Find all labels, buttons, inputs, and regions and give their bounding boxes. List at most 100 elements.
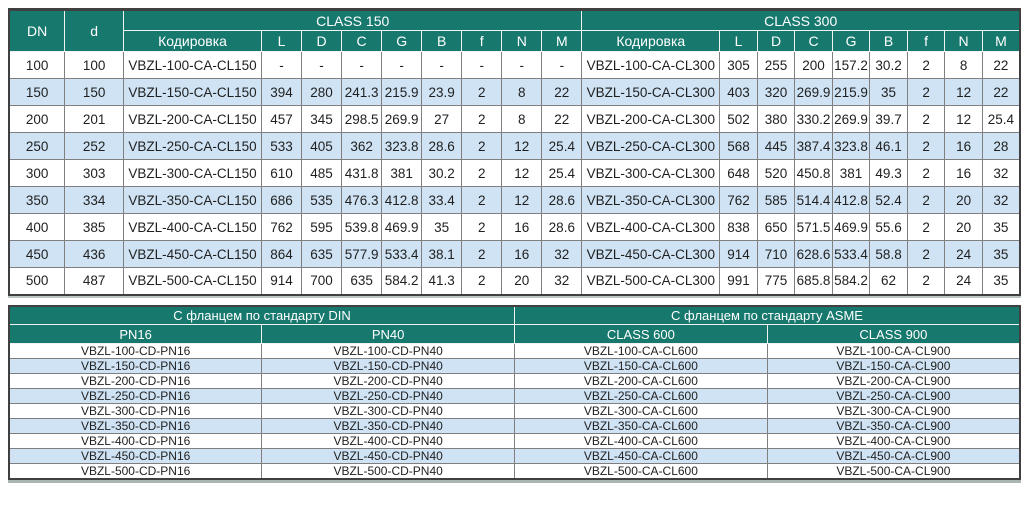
dim-value-cell: 469.9 (831, 213, 871, 241)
code-cell-cl300: VBZL-500-CA-CL300 (581, 267, 721, 295)
dim-value-cell: 35 (869, 78, 908, 106)
code-cell-cl150: VBZL-250-CA-CL150 (123, 132, 262, 160)
dim-value-cell: 330.2 (794, 105, 833, 133)
dim-value-cell: 535 (301, 186, 343, 214)
dim-value-cell: 305 (719, 51, 758, 79)
table-row: VBZL-450-CD-PN16 VBZL-450-CD-PN40 VBZL-450… (8, 448, 1021, 464)
group-header-row: DN d CLASS 150 CLASS 300 (8, 9, 1021, 52)
dim-value-cell: 298.5 (341, 105, 383, 133)
dim-value-cell: 648 (719, 159, 758, 187)
flange-code-cell: VBZL-300-CA-CL900 (766, 403, 1021, 419)
dim-value-cell: 710 (756, 240, 796, 268)
d-cell: 303 (64, 159, 125, 187)
dn-column-header: DN (8, 9, 66, 52)
d-cell: 334 (64, 186, 125, 214)
dim-value-cell: 20 (501, 267, 543, 295)
coding-column-header: Кодировка (123, 30, 262, 52)
flange-code-cell: VBZL-250-CA-CL900 (766, 388, 1021, 404)
dim-value-cell: 2 (461, 159, 503, 187)
table-row: VBZL-200-CD-PN16 VBZL-200-CD-PN40 VBZL-200… (8, 373, 1021, 389)
dim-value-cell: 584.2 (381, 267, 423, 295)
dim-value-cell: - (421, 51, 463, 79)
dim-value-cell: 35 (421, 213, 463, 241)
flange-code-cell: VBZL-450-CD-PN40 (261, 448, 515, 464)
dim-value-cell: 30.2 (869, 51, 908, 79)
dim-value-cell: 838 (719, 213, 758, 241)
d-cell: 252 (64, 132, 125, 160)
dim-value-cell: 635 (341, 267, 383, 295)
d-column-header: d (64, 9, 125, 52)
dim-column-header-n: N (944, 30, 983, 52)
dim-value-cell: 320 (756, 78, 796, 106)
code-cell-cl150: VBZL-350-CA-CL150 (123, 186, 262, 214)
dim-value-cell: 864 (260, 240, 303, 268)
dim-value-cell: 22 (981, 78, 1021, 106)
flange-code-cell: VBZL-100-CA-CL900 (766, 343, 1021, 359)
dim-value-cell: 25.4 (541, 159, 583, 187)
dim-value-cell: 2 (461, 78, 503, 106)
code-cell-cl150: VBZL-400-CA-CL150 (123, 213, 262, 241)
d-cell: 150 (64, 78, 125, 106)
code-cell-cl300: VBZL-350-CA-CL300 (581, 186, 721, 214)
table-row: 100 100 VBZL-100-CA-CL150- - - - - - - - VBZL-100-… (8, 51, 1021, 79)
dim-column-header-f: f (906, 30, 946, 52)
dim-value-cell: 28.6 (541, 186, 583, 214)
table-row: VBZL-150-CD-PN16 VBZL-150-CD-PN40 VBZL-150… (8, 358, 1021, 374)
table-row: VBZL-250-CD-PN16 VBZL-250-CD-PN40 VBZL-250… (8, 388, 1021, 404)
dim-value-cell: - (260, 51, 303, 79)
class150-group-header: CLASS 150 (123, 9, 583, 31)
table-row: 250 252 VBZL-250-CA-CL150 533 405 362 323.8 28.… (8, 132, 1021, 160)
dim-value-cell: 775 (756, 267, 796, 295)
dim-value-cell: 28 (981, 132, 1021, 160)
dim-value-cell: 2 (906, 51, 946, 79)
flange-code-cell: VBZL-250-CA-CL600 (514, 388, 768, 404)
dim-value-cell: 16 (501, 240, 543, 268)
code-cell-cl300: VBZL-200-CA-CL300 (581, 105, 721, 133)
flange-codes-table: С фланцем по стандарту DIN С фланцем по … (8, 304, 1021, 480)
dim-value-cell: 568 (719, 132, 758, 160)
dim-value-cell: 762 (719, 186, 758, 214)
table-row: 500 487 VBZL-500-CA-CL150 914 700 635 584.2 41.… (8, 267, 1021, 295)
dim-value-cell: 387.4 (794, 132, 833, 160)
flange-code-cell: VBZL-150-CA-CL600 (514, 358, 768, 374)
dim-value-cell: 635 (301, 240, 343, 268)
dim-value-cell: 200 (794, 51, 833, 79)
dim-value-cell: 25.4 (541, 132, 583, 160)
dim-value-cell: - (501, 51, 543, 79)
dim-value-cell: 46.1 (869, 132, 908, 160)
dn-cell: 500 (8, 267, 66, 295)
table-row: 200 201 VBZL-200-CA-CL150 457 345 298.5 269.9 2… (8, 105, 1021, 133)
dim-value-cell: 585 (756, 186, 796, 214)
code-cell-cl300: VBZL-450-CA-CL300 (581, 240, 721, 268)
dim-value-cell: 20 (944, 213, 983, 241)
dim-value-cell: 323.8 (831, 132, 871, 160)
dim-value-cell: 914 (719, 240, 758, 268)
dim-column-header-b: B (421, 30, 463, 52)
dim-value-cell: 2 (461, 186, 503, 214)
flange-code-cell: VBZL-450-CA-CL900 (766, 448, 1021, 464)
dim-value-cell: 2 (906, 132, 946, 160)
dim-value-cell: 25.4 (981, 105, 1021, 133)
dim-value-cell: 610 (260, 159, 303, 187)
dim-value-cell: 24 (944, 240, 983, 268)
flange-code-cell: VBZL-150-CD-PN40 (261, 358, 515, 374)
dn-cell: 250 (8, 132, 66, 160)
dim-value-cell: 469.9 (381, 213, 423, 241)
dim-value-cell: 27 (421, 105, 463, 133)
flange-code-cell: VBZL-350-CD-PN40 (261, 418, 515, 434)
class300-group-header: CLASS 300 (581, 9, 1021, 31)
flange-code-cell: VBZL-300-CD-PN40 (261, 403, 515, 419)
dim-value-cell: 2 (906, 78, 946, 106)
dim-value-cell: 38.1 (421, 240, 463, 268)
coding-column-header: Кодировка (581, 30, 721, 52)
code-cell-cl150: VBZL-150-CA-CL150 (123, 78, 262, 106)
dim-value-cell: 22 (981, 51, 1021, 79)
pressure-class-header-row: PN16 PN40 CLASS 600 CLASS 900 (8, 324, 1021, 344)
dim-column-header-d: D (756, 30, 796, 52)
table-row: 150 150 VBZL-150-CA-CL150 394 280 241.3 215.9 2… (8, 78, 1021, 106)
dim-value-cell: 381 (831, 159, 871, 187)
dim-value-cell: 345 (301, 105, 343, 133)
